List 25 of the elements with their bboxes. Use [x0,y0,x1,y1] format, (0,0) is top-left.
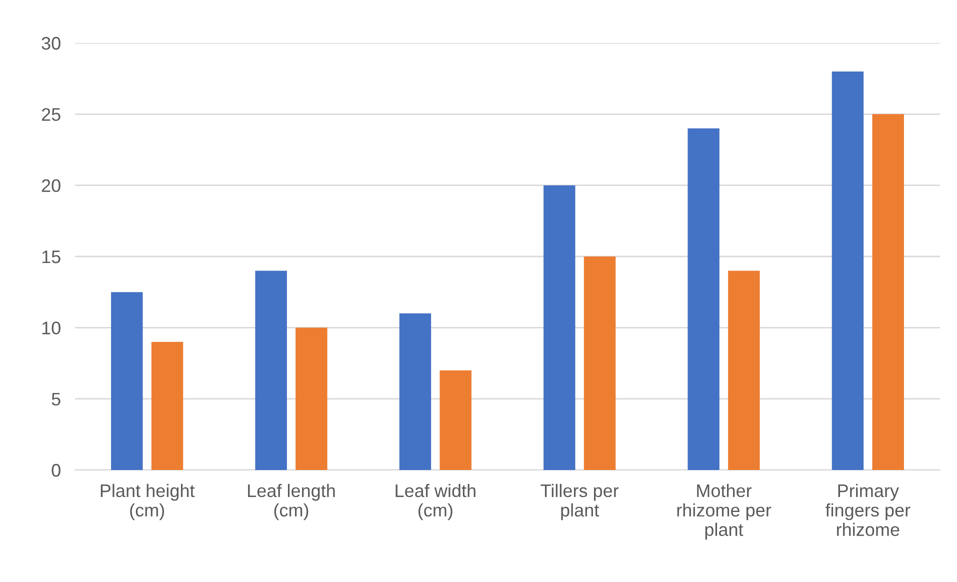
x-tick-label: Mother rhizome per plant [677,484,772,540]
bar [255,270,287,470]
bar [151,342,184,470]
bar [584,256,616,470]
y-tick-label: 15 [42,250,60,264]
bar [688,128,720,470]
y-tick-label: 5 [52,392,60,406]
bar [832,71,864,470]
bar [872,114,904,470]
y-tick-label: 0 [52,464,60,477]
bar [440,370,472,470]
x-tick-label: Leaf length (cm) [248,484,335,520]
bar [728,270,760,470]
x-tick-label: Tillers per plant [540,484,619,520]
y-tick-label: 10 [42,322,60,334]
y-tick-label: 20 [42,179,60,192]
y-tick-label: 30 [42,36,60,50]
bar [399,313,432,470]
bar [296,328,328,470]
x-tick-label: Plant height (cm) [100,484,195,520]
bar [111,292,143,470]
x-tick-label: Primary fingers per rhizome [826,484,910,536]
y-tick-label: 25 [42,108,60,121]
x-tick-label: Leaf width (cm) [396,484,476,520]
bar [544,185,576,470]
